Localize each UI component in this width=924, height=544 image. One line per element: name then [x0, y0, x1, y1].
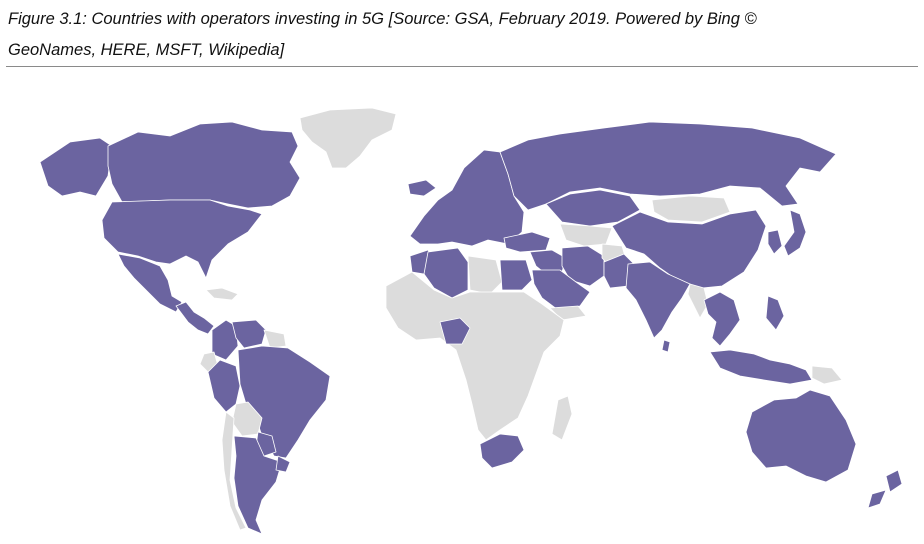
region-libya — [467, 255, 503, 295]
region-algeria — [423, 247, 469, 299]
region-peru — [207, 359, 241, 413]
caption-line-2: GeoNames, HERE, MSFT, Wikipedia] — [8, 41, 285, 59]
region-madagascar — [551, 395, 573, 441]
figure-caption: Figure 3.1: Countries with operators inv… — [8, 4, 908, 66]
region-europe — [409, 149, 525, 247]
region-iran — [561, 245, 605, 287]
region-argentina — [233, 435, 283, 535]
region-sri-lanka — [661, 339, 671, 353]
region-indonesia — [709, 349, 813, 385]
region-korea — [767, 229, 783, 255]
region-japan — [783, 209, 807, 257]
region-papua-new-guinea — [811, 365, 843, 385]
region-guianas — [263, 329, 287, 349]
region-central-asia — [559, 223, 613, 247]
region-caribbean — [205, 287, 239, 301]
region-venezuela — [231, 319, 267, 349]
region-mongolia — [651, 195, 731, 223]
caption-divider — [6, 66, 918, 67]
region-greenland — [299, 107, 397, 169]
region-new-zealand — [867, 469, 903, 509]
region-philippines — [765, 295, 785, 331]
region-egypt — [499, 259, 533, 291]
region-southeast-asia — [703, 291, 741, 347]
region-nigeria — [439, 317, 471, 345]
region-canada — [107, 121, 301, 209]
region-india — [625, 261, 691, 339]
region-china — [611, 209, 767, 289]
region-russia — [499, 121, 837, 211]
region-united-states — [101, 199, 263, 279]
region-alaska — [39, 137, 113, 197]
region-myanmar — [687, 283, 709, 319]
region-kazakhstan — [545, 189, 641, 227]
region-uruguay — [275, 455, 291, 473]
region-chile — [221, 411, 247, 531]
region-australia — [745, 389, 857, 483]
region-saudi-arabia — [531, 269, 591, 311]
caption-line-1: Figure 3.1: Countries with operators inv… — [8, 10, 757, 28]
region-iceland — [407, 179, 437, 197]
region-turkey — [503, 231, 551, 253]
region-central-america — [175, 301, 215, 335]
region-rest-of-africa — [385, 271, 565, 441]
region-south-africa — [479, 433, 525, 469]
